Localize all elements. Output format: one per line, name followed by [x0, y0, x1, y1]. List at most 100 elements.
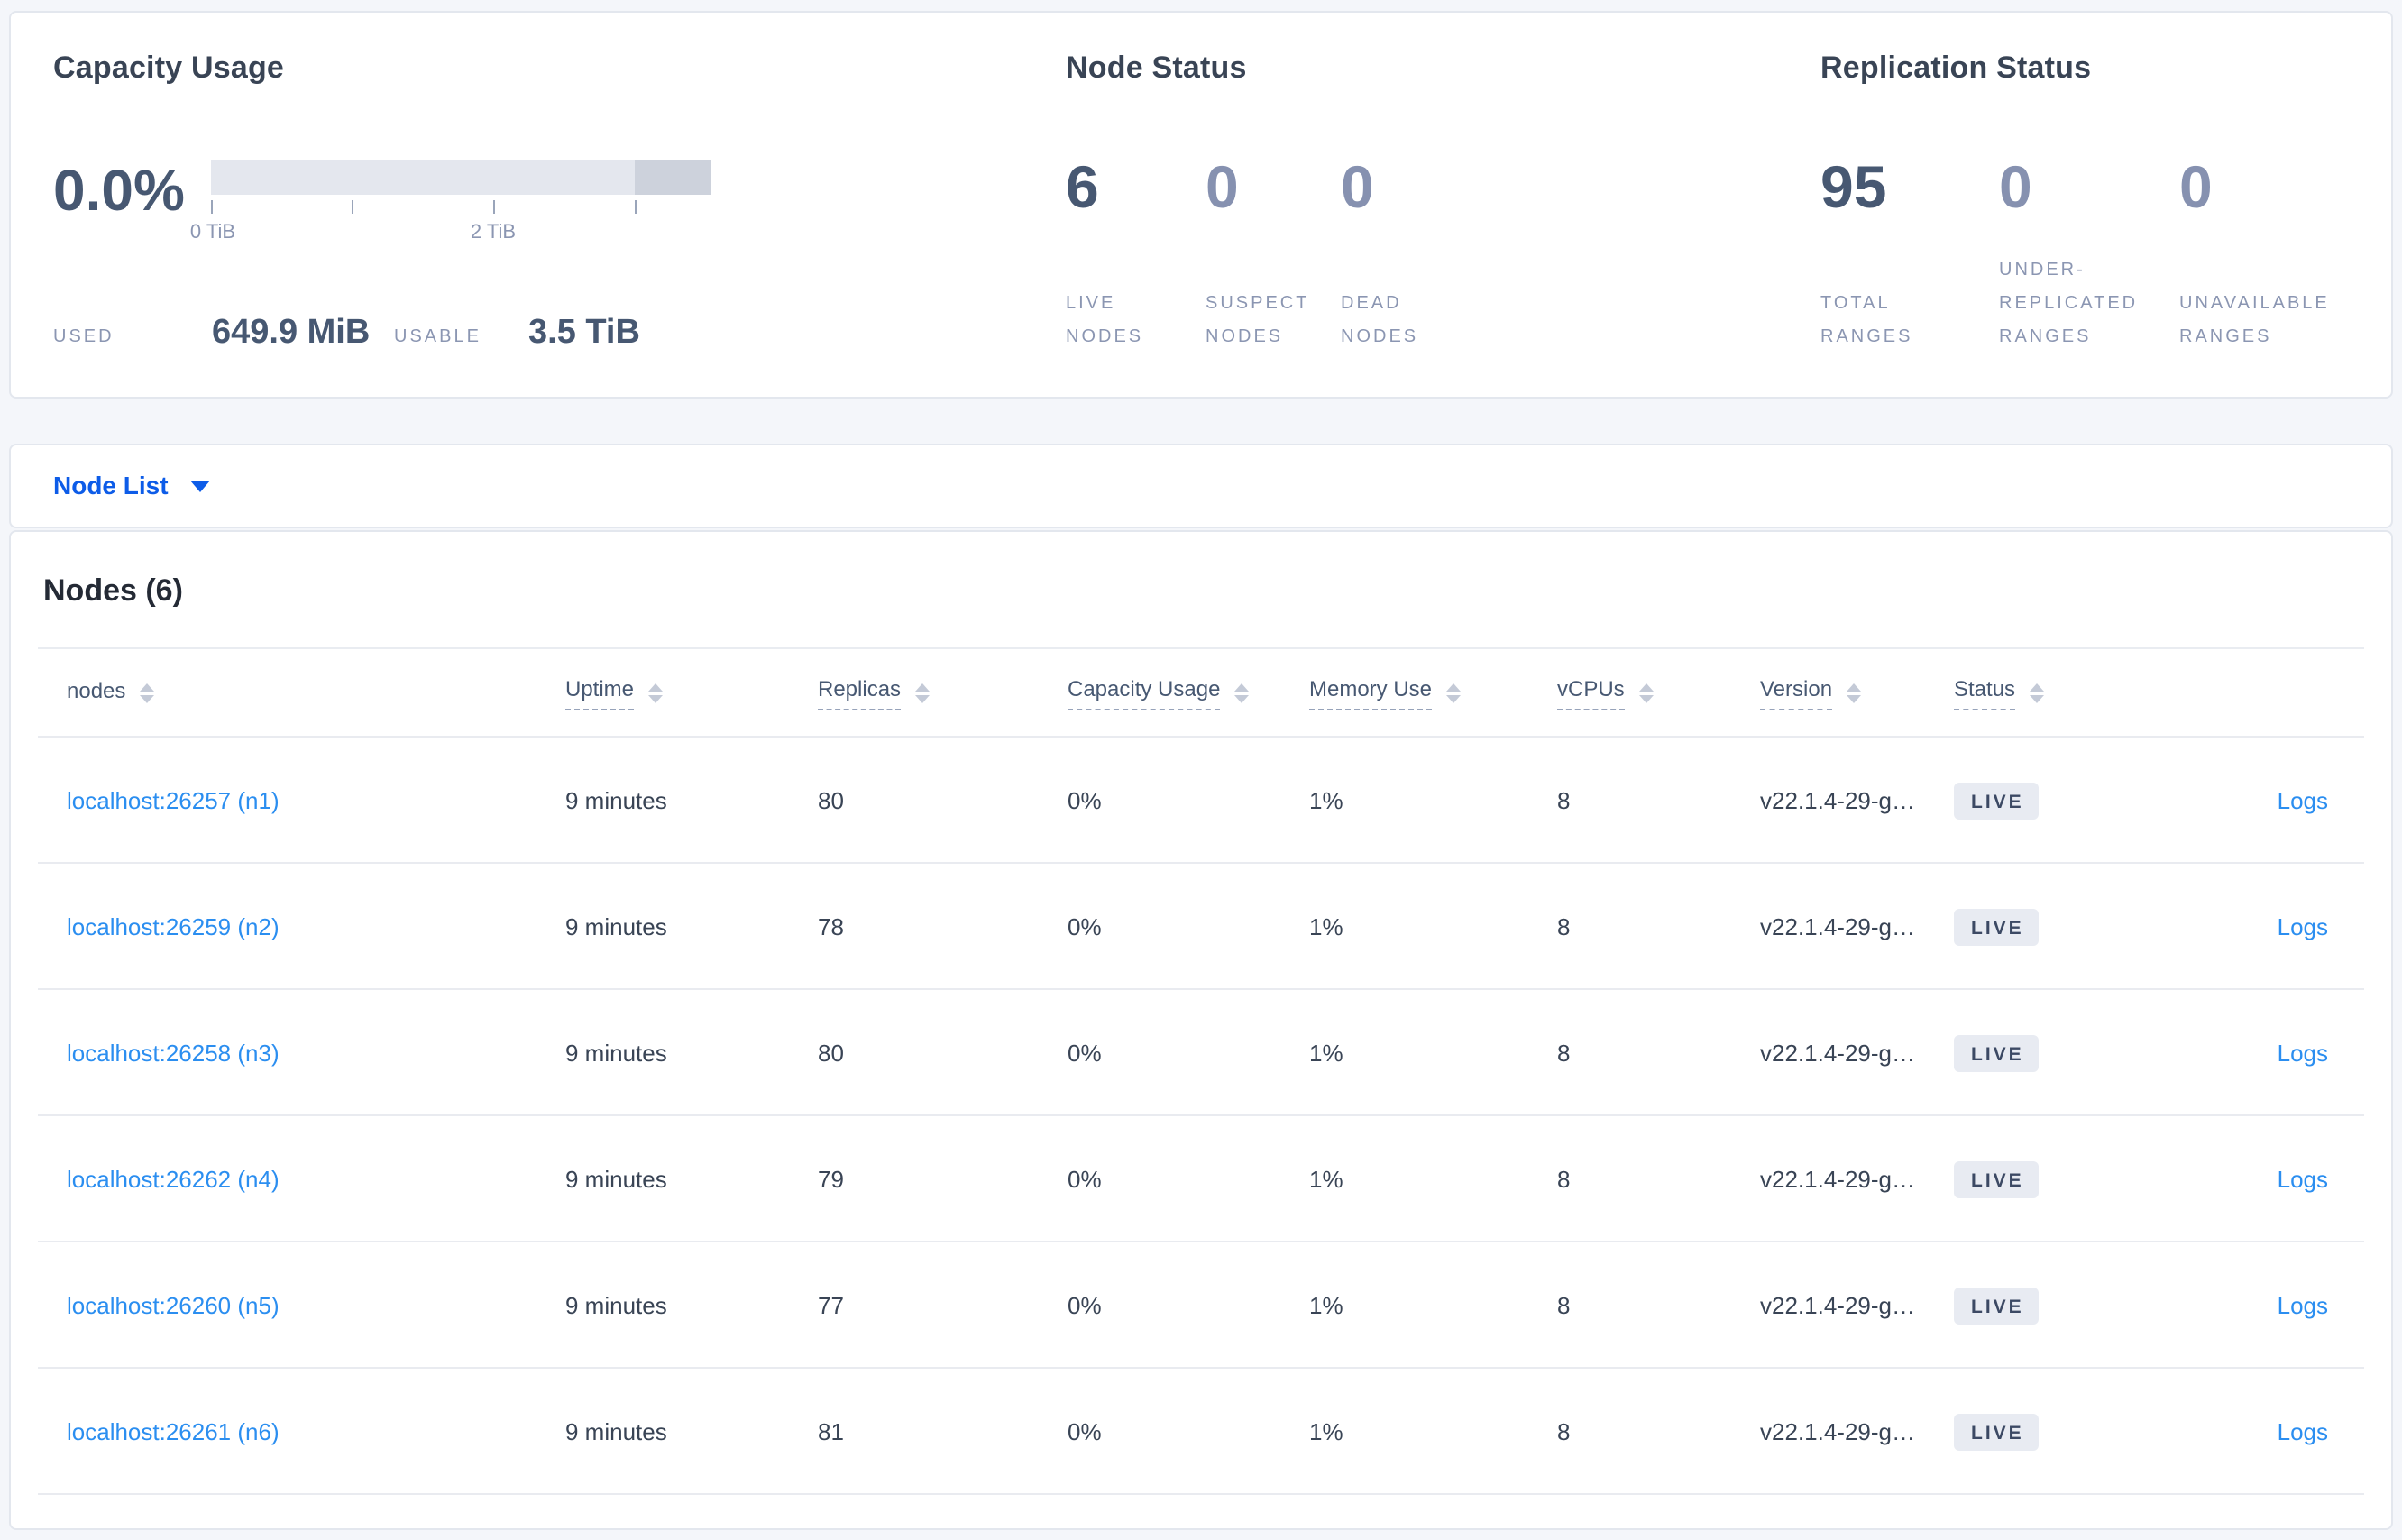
vcpus-cell: 8: [1557, 1165, 1571, 1193]
status-badge: LIVE: [1954, 1287, 2039, 1325]
column-header-capacity-usage[interactable]: Capacity Usage: [1068, 677, 1309, 710]
capacity-usage-cell: 0%: [1068, 1165, 1102, 1193]
column-header-uptime[interactable]: Uptime: [565, 677, 818, 710]
used-value: 649.9 MiB: [212, 313, 371, 351]
metric-value: 0: [1206, 153, 1239, 220]
logs-link[interactable]: Logs: [2277, 1039, 2328, 1067]
memory-use-cell: 1%: [1309, 912, 1343, 940]
axis-tick: [493, 200, 495, 214]
capacity-bar-dark-segment: [635, 160, 711, 195]
version-cell: v22.1.4-29-g…: [1760, 786, 1915, 814]
capacity-usage-title: Capacity Usage: [53, 50, 285, 85]
axis-tick: [635, 200, 637, 214]
capacity-usage-cell: 0%: [1068, 912, 1102, 940]
sort-icon[interactable]: [140, 683, 155, 703]
column-header-status[interactable]: Status: [1954, 677, 2134, 710]
capacity-usage-bar-chart: 0 TiB 2 TiB: [190, 160, 711, 243]
view-selector-card: Node List: [9, 444, 2393, 528]
memory-use-cell: 1%: [1309, 1291, 1343, 1319]
column-header-memory-use[interactable]: Memory Use: [1309, 677, 1557, 710]
table-row: localhost:26259 (n2) 9 minutes 78 0% 1% …: [11, 864, 2391, 990]
logs-link[interactable]: Logs: [2277, 1291, 2328, 1319]
sort-icon[interactable]: [1446, 683, 1462, 703]
capacity-usage-cell: 0%: [1068, 1039, 1102, 1067]
column-header-nodes[interactable]: nodes: [67, 679, 565, 708]
replicas-cell: 80: [818, 1039, 844, 1067]
version-cell: v22.1.4-29-g…: [1760, 1291, 1915, 1319]
axis-tick: [211, 200, 213, 214]
node-status-title: Node Status: [1066, 50, 1247, 85]
table-row: localhost:26261 (n6) 9 minutes 81 0% 1% …: [11, 1369, 2391, 1495]
replication-status-section: Replication Status 95 TOTAL RANGES 0 UNDER-…: [1820, 50, 2379, 353]
column-header-vcpus[interactable]: vCPUs: [1557, 677, 1760, 710]
capacity-usage-cell: 0%: [1068, 786, 1102, 814]
metric-label: LIVE NODES: [1066, 293, 1144, 346]
axis-tick-label: 2 TiB: [470, 220, 517, 243]
summary-metric: 6 LIVE NODES: [1066, 151, 1206, 353]
sort-icon[interactable]: [1234, 683, 1250, 703]
version-cell: v22.1.4-29-g…: [1760, 1039, 1915, 1067]
logs-link[interactable]: Logs: [2277, 786, 2328, 814]
replication-status-title: Replication Status: [1820, 50, 2092, 85]
status-badge: LIVE: [1954, 908, 2039, 946]
uptime-cell: 9 minutes: [565, 786, 667, 814]
sort-icon[interactable]: [915, 683, 931, 703]
sort-icon[interactable]: [1847, 683, 1862, 703]
sort-icon[interactable]: [1638, 683, 1654, 703]
metric-value: 0: [1999, 153, 2032, 220]
table-row: localhost:26257 (n1) 9 minutes 80 0% 1% …: [11, 738, 2391, 864]
metric-value: 0: [2179, 153, 2213, 220]
capacity-bar: [211, 160, 711, 195]
logs-link[interactable]: Logs: [2277, 1417, 2328, 1445]
usable-value: 3.5 TiB: [528, 313, 640, 351]
replicas-cell: 81: [818, 1417, 844, 1445]
node-status-metrics: 6 LIVE NODES 0 SUSPECT NODES 0 DEAD NODES: [1066, 151, 1535, 353]
uptime-cell: 9 minutes: [565, 912, 667, 940]
replicas-cell: 78: [818, 912, 844, 940]
used-label: USED: [53, 326, 115, 346]
memory-use-cell: 1%: [1309, 786, 1343, 814]
summary-metric: 0 UNDER-REPLICATED RANGES: [1999, 151, 2179, 353]
metric-value: 95: [1820, 153, 1887, 220]
axis-tick-label: 0 TiB: [189, 220, 236, 243]
memory-use-cell: 1%: [1309, 1165, 1343, 1193]
node-link[interactable]: localhost:26257 (n1): [67, 786, 280, 814]
usable-label: USABLE: [394, 326, 481, 346]
logs-link[interactable]: Logs: [2277, 1165, 2328, 1193]
version-cell: v22.1.4-29-g…: [1760, 912, 1915, 940]
cluster-summary-card: Capacity Usage 0.0% 0 TiB 2 TiB USED 649…: [9, 11, 2393, 399]
nodes-table-header: nodes Uptime Replicas Capacity Usage Mem…: [11, 649, 2391, 738]
summary-metric: 95 TOTAL RANGES: [1820, 151, 1999, 353]
metric-value: 6: [1066, 153, 1099, 220]
capacity-usage-cell: 0%: [1068, 1417, 1102, 1445]
view-selector-dropdown[interactable]: Node List: [11, 445, 281, 527]
axis-tick: [352, 200, 353, 214]
sort-icon[interactable]: [2030, 683, 2045, 703]
column-header-version[interactable]: Version: [1760, 677, 1954, 710]
vcpus-cell: 8: [1557, 786, 1571, 814]
metric-label: TOTAL RANGES: [1820, 293, 1913, 346]
uptime-cell: 9 minutes: [565, 1417, 667, 1445]
sort-icon[interactable]: [648, 683, 664, 703]
node-link[interactable]: localhost:26259 (n2): [67, 912, 280, 940]
table-row: localhost:26260 (n5) 9 minutes 77 0% 1% …: [11, 1242, 2391, 1369]
vcpus-cell: 8: [1557, 1417, 1571, 1445]
logs-link[interactable]: Logs: [2277, 912, 2328, 940]
node-link[interactable]: localhost:26258 (n3): [67, 1039, 280, 1067]
vcpus-cell: 8: [1557, 912, 1571, 940]
version-cell: v22.1.4-29-g…: [1760, 1417, 1915, 1445]
summary-metric: 0 SUSPECT NODES: [1206, 151, 1341, 353]
node-link[interactable]: localhost:26260 (n5): [67, 1291, 280, 1319]
node-link[interactable]: localhost:26262 (n4): [67, 1165, 280, 1193]
status-badge: LIVE: [1954, 1160, 2039, 1198]
vcpus-cell: 8: [1557, 1291, 1571, 1319]
uptime-cell: 9 minutes: [565, 1291, 667, 1319]
vcpus-cell: 8: [1557, 1039, 1571, 1067]
column-header-replicas[interactable]: Replicas: [818, 677, 1068, 710]
memory-use-cell: 1%: [1309, 1417, 1343, 1445]
status-badge: LIVE: [1954, 1413, 2039, 1451]
replicas-cell: 79: [818, 1165, 844, 1193]
uptime-cell: 9 minutes: [565, 1039, 667, 1067]
node-link[interactable]: localhost:26261 (n6): [67, 1417, 280, 1445]
replication-status-metrics: 95 TOTAL RANGES 0 UNDER-REPLICATED RANGES 0 U…: [1820, 151, 2379, 353]
